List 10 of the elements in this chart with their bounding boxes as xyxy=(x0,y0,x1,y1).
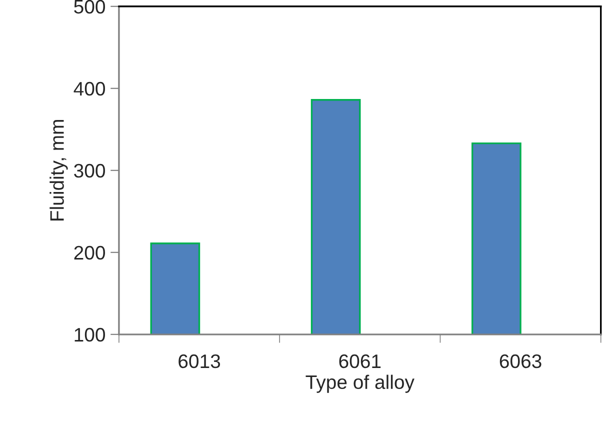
x-tick-label: 6063 xyxy=(500,354,542,368)
y-axis-title: Fluidity, mm xyxy=(50,120,68,220)
y-tick-label: 300 xyxy=(74,164,105,178)
y-tick-label: 500 xyxy=(74,0,105,14)
y-tick-label: 200 xyxy=(74,246,105,260)
x-tick-label: 6061 xyxy=(339,354,381,368)
y-tick-label: 100 xyxy=(74,328,105,342)
y-tick-label: 400 xyxy=(74,82,105,96)
x-tick-label: 6013 xyxy=(178,354,220,368)
x-axis-title: Type of alloy xyxy=(306,374,414,393)
